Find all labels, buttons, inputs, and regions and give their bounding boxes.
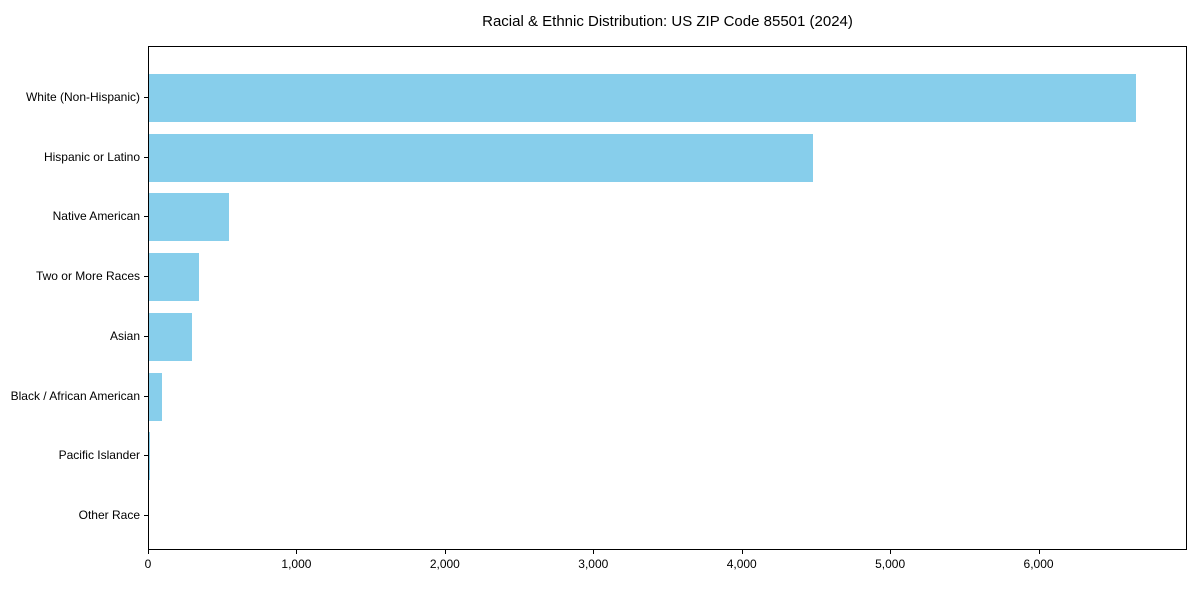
y-axis-label: Black / African American	[10, 388, 140, 403]
bar	[149, 253, 200, 302]
x-axis-tick-label: 5,000	[875, 557, 906, 571]
bar	[149, 193, 229, 242]
y-axis-label: Asian	[109, 328, 140, 343]
y-axis-label: Pacific Islander	[58, 448, 140, 463]
bar	[149, 372, 163, 421]
x-axis-tick-label: 6,000	[1023, 557, 1054, 571]
plot-area	[148, 46, 1187, 550]
x-axis-tick	[890, 550, 892, 554]
bar	[149, 74, 1136, 122]
x-axis-tick	[444, 550, 446, 554]
x-axis-tick-label: 0	[144, 557, 152, 571]
x-axis-tick-label: 1,000	[281, 557, 312, 571]
x-axis-tick-label: 4,000	[726, 557, 757, 571]
x-axis-tick-label: 3,000	[578, 557, 609, 571]
x-axis-tick-label: 2,000	[429, 557, 460, 571]
x-axis-tick	[1038, 550, 1040, 554]
y-axis-label: Native American	[52, 209, 140, 224]
chart-title: Racial & Ethnic Distribution: US ZIP Cod…	[482, 13, 853, 30]
x-axis-tick	[148, 550, 149, 554]
x-axis-tick	[593, 550, 595, 554]
y-axis-label: Other Race	[78, 507, 140, 522]
y-axis-label: Two or More Races	[35, 269, 140, 284]
x-axis-tick	[296, 550, 298, 554]
y-axis-label: White (Non-Hispanic)	[25, 90, 140, 104]
x-axis-tick	[741, 550, 743, 554]
bar	[149, 432, 151, 481]
bar	[149, 312, 192, 361]
bar	[149, 133, 813, 182]
y-axis-label: Hispanic or Latino	[43, 149, 140, 164]
